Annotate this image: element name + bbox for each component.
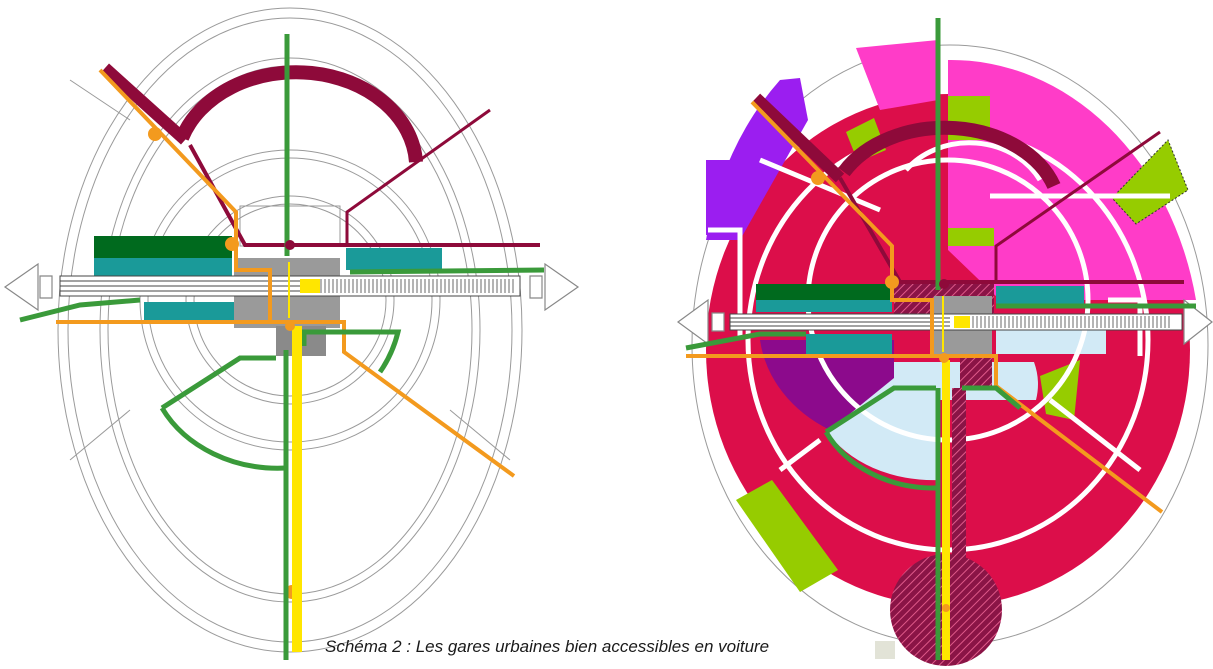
station-node-disc bbox=[942, 604, 950, 612]
double-chevron-arrow-left-icon bbox=[3, 262, 53, 312]
urbanised-situation-diagram bbox=[676, 18, 1213, 666]
double-chevron-arrow-right-icon bbox=[1183, 298, 1213, 346]
railway-track-right bbox=[729, 313, 1183, 331]
zone-lime-3 bbox=[1111, 139, 1189, 225]
zone-purple bbox=[760, 340, 894, 430]
maroon-lines bbox=[100, 63, 540, 247]
station-hatched-bottom bbox=[960, 356, 992, 388]
station-node-top-right bbox=[939, 279, 949, 289]
station-node-top bbox=[285, 240, 295, 250]
zone-lime-4 bbox=[948, 228, 994, 246]
station-node-bottom bbox=[285, 321, 295, 331]
double-chevron-arrow-left-icon bbox=[676, 298, 725, 346]
station-node-bottom-right bbox=[939, 353, 949, 363]
dark-green-block-right bbox=[756, 284, 892, 300]
zone-lime-6 bbox=[736, 480, 838, 592]
double-chevron-arrow-right-icon bbox=[529, 262, 580, 312]
orange-lines bbox=[56, 68, 516, 599]
zone-magenta-top bbox=[948, 59, 1196, 300]
zone-magenta-left bbox=[856, 40, 938, 110]
teal-block-right-2 bbox=[996, 286, 1084, 308]
zone-lime-5 bbox=[1040, 360, 1080, 420]
zone-violet-2 bbox=[706, 160, 740, 235]
teal-block-right-3 bbox=[806, 334, 892, 354]
caption-marker bbox=[875, 641, 895, 659]
current-situation-diagram bbox=[3, 7, 580, 660]
teal-block-left bbox=[94, 258, 232, 276]
dark-green-block bbox=[94, 236, 232, 258]
teal-block-right bbox=[346, 248, 442, 270]
green-lines bbox=[19, 34, 545, 660]
green-lines-right bbox=[685, 18, 1196, 660]
orange-lines-right bbox=[686, 100, 1164, 514]
figure-caption: Schéma 2 : Les gares urbaines bien acces… bbox=[325, 637, 770, 656]
maroon-lines-right bbox=[751, 93, 1184, 284]
zone-light-blue bbox=[826, 362, 1038, 481]
teal-block-right-1 bbox=[756, 300, 892, 312]
